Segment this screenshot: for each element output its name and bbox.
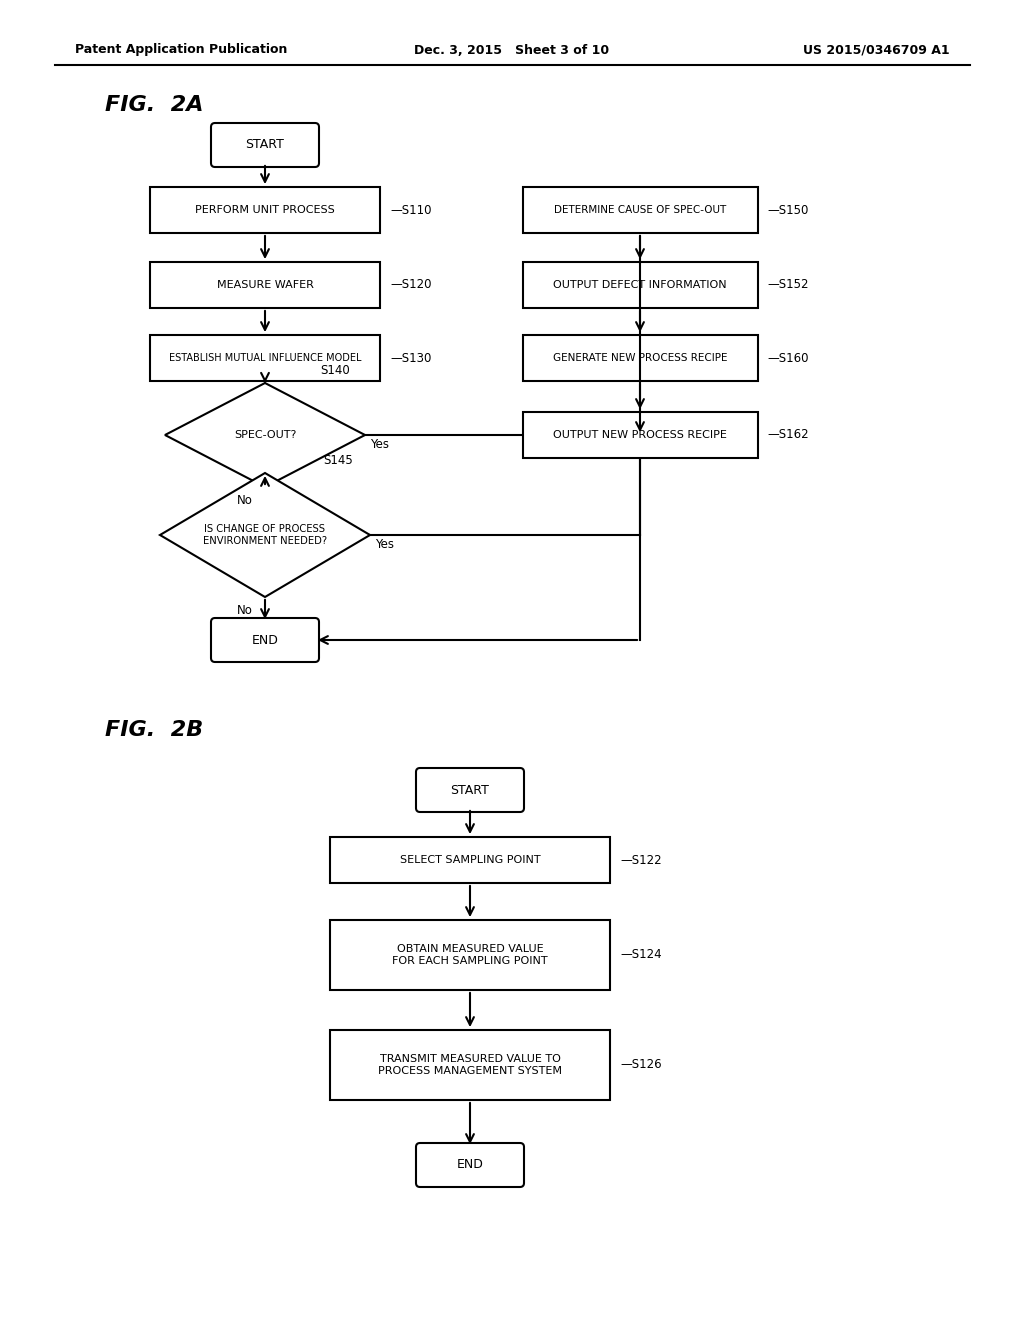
Bar [150,261,380,308]
Text: S145: S145 [323,454,352,467]
Bar [150,187,380,234]
Text: —S110: —S110 [390,203,431,216]
Text: —S122: —S122 [620,854,662,866]
FancyBboxPatch shape [416,1143,524,1187]
FancyBboxPatch shape [211,618,319,663]
Text: Dec. 3, 2015   Sheet 3 of 10: Dec. 3, 2015 Sheet 3 of 10 [415,44,609,57]
FancyBboxPatch shape [416,768,524,812]
Text: OUTPUT DEFECT INFORMATION: OUTPUT DEFECT INFORMATION [553,280,727,290]
Text: OUTPUT NEW PROCESS RECIPE: OUTPUT NEW PROCESS RECIPE [553,430,727,440]
Text: GENERATE NEW PROCESS RECIPE: GENERATE NEW PROCESS RECIPE [553,352,727,363]
Text: DETERMINE CAUSE OF SPEC-OUT: DETERMINE CAUSE OF SPEC-OUT [554,205,726,215]
Text: —S130: —S130 [390,351,431,364]
Bar [330,920,610,990]
Polygon shape [160,473,370,597]
Text: END: END [457,1159,483,1172]
Text: No: No [237,605,253,618]
Bar [522,412,758,458]
Text: Yes: Yes [375,539,394,552]
Text: —S150: —S150 [768,203,809,216]
Text: —S162: —S162 [768,429,809,441]
Text: SELECT SAMPLING POINT: SELECT SAMPLING POINT [399,855,541,865]
Bar [522,187,758,234]
Text: —S120: —S120 [390,279,431,292]
Polygon shape [165,383,365,487]
Text: —S124: —S124 [620,949,662,961]
Text: Patent Application Publication: Patent Application Publication [75,44,288,57]
FancyBboxPatch shape [211,123,319,168]
Text: Yes: Yes [370,438,389,451]
Text: END: END [252,634,279,647]
Text: START: START [246,139,285,152]
Text: —S126: —S126 [620,1059,662,1072]
Text: No: No [237,495,253,507]
Text: PERFORM UNIT PROCESS: PERFORM UNIT PROCESS [196,205,335,215]
Text: ESTABLISH MUTUAL INFLUENCE MODEL: ESTABLISH MUTUAL INFLUENCE MODEL [169,352,361,363]
Text: FIG.  2B: FIG. 2B [105,719,203,741]
Text: SPEC-OUT?: SPEC-OUT? [233,430,296,440]
Bar [330,837,610,883]
Text: OBTAIN MEASURED VALUE
FOR EACH SAMPLING POINT: OBTAIN MEASURED VALUE FOR EACH SAMPLING … [392,944,548,966]
Text: TRANSMIT MEASURED VALUE TO
PROCESS MANAGEMENT SYSTEM: TRANSMIT MEASURED VALUE TO PROCESS MANAG… [378,1053,562,1076]
Text: S140: S140 [319,364,350,378]
Text: FIG.  2A: FIG. 2A [105,95,204,115]
Text: START: START [451,784,489,796]
Bar [522,261,758,308]
Bar [330,1030,610,1100]
Text: US 2015/0346709 A1: US 2015/0346709 A1 [804,44,950,57]
Bar [522,335,758,381]
Text: —S152: —S152 [768,279,809,292]
Text: MEASURE WAFER: MEASURE WAFER [216,280,313,290]
Bar [150,335,380,381]
Text: IS CHANGE OF PROCESS
ENVIRONMENT NEEDED?: IS CHANGE OF PROCESS ENVIRONMENT NEEDED? [203,524,327,545]
Text: —S160: —S160 [768,351,809,364]
